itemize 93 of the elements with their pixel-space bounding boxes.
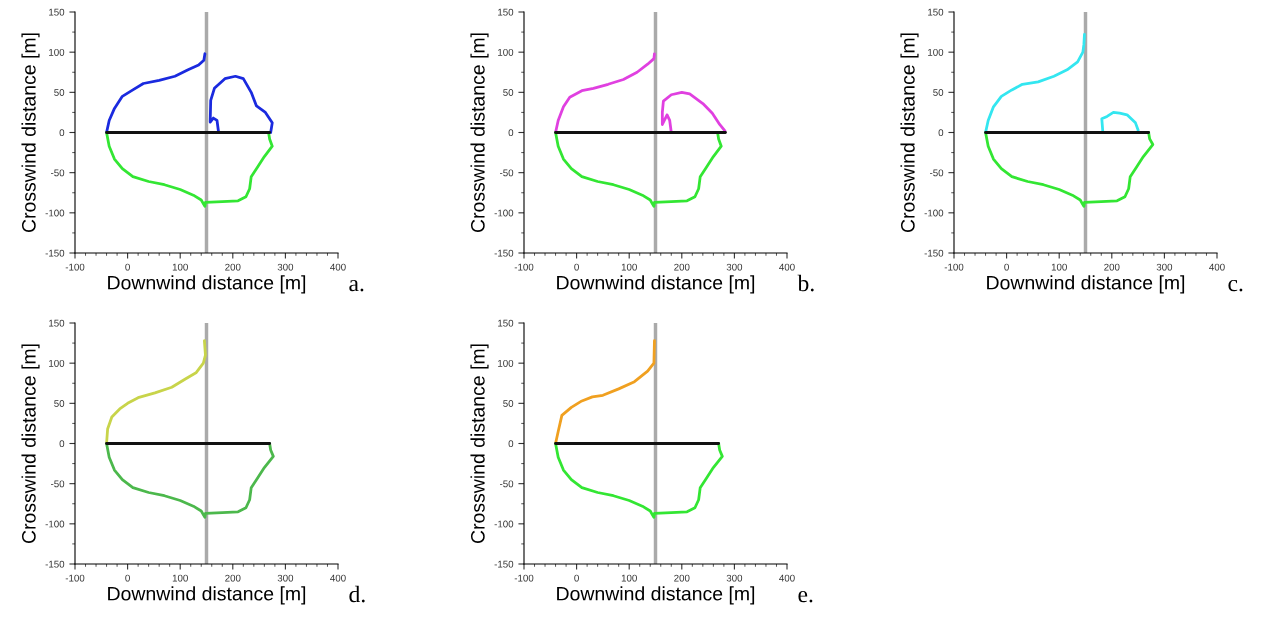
y-tick-label: 100 (49, 359, 65, 367)
x-tick-label: 400 (330, 263, 346, 271)
y-tick-label: -50 (499, 169, 514, 177)
y-tick-label: 50 (54, 400, 65, 407)
line-series (660, 90, 727, 134)
y-tick-label: 50 (503, 400, 514, 407)
y-tick-label: -150 (45, 249, 65, 257)
text: c. (1228, 279, 1243, 292)
line-series (554, 339, 656, 445)
y-tick-label: -100 (494, 520, 514, 528)
y-tick-label: 0 (59, 440, 65, 448)
x-tick-label: 300 (277, 574, 294, 582)
x-tick-label: 400 (779, 263, 795, 271)
y-axis-title: Crosswind distance [m] (900, 33, 919, 233)
line-series (554, 131, 723, 208)
y-tick-label: -100 (45, 520, 65, 528)
y-tick-label: -150 (45, 560, 65, 568)
x-axis-title: Downwind distance [m] (987, 275, 1185, 294)
y-tick-label: 50 (503, 89, 514, 96)
line-series (1100, 111, 1140, 134)
x-tick-label: 0 (125, 263, 130, 271)
text: e. (798, 590, 813, 603)
x-tick-label: 100 (621, 263, 637, 271)
y-axis-title: Crosswind distance [m] (21, 33, 40, 233)
x-tick-label: -100 (65, 263, 85, 271)
y-tick-label: -100 (45, 209, 65, 217)
y-tick-label: -50 (929, 169, 944, 177)
y-tick-label: -150 (924, 249, 944, 257)
line-series (984, 33, 1086, 134)
line-series (105, 131, 274, 208)
y-axis-title: Crosswind distance [m] (21, 344, 40, 544)
y-tick-label: 150 (49, 319, 65, 327)
y-tick-label: -100 (924, 209, 944, 217)
x-axis-title: Downwind distance [m] (108, 275, 306, 294)
y-axis-title: Crosswind distance [m] (470, 344, 489, 544)
x-tick-label: 100 (621, 574, 637, 582)
y-tick-label: 0 (938, 129, 944, 137)
y-tick-label: -50 (50, 169, 65, 177)
y-tick-label: 100 (498, 359, 514, 367)
x-tick-label: -100 (65, 574, 85, 582)
y-tick-label: -150 (494, 560, 514, 568)
x-tick-label: 300 (277, 263, 294, 271)
x-tick-label: 400 (330, 574, 346, 582)
y-tick-label: 0 (59, 129, 65, 137)
x-tick-label: -100 (514, 574, 534, 582)
y-tick-label: -50 (499, 480, 514, 488)
y-tick-label: 100 (928, 48, 944, 56)
text: b. (797, 274, 814, 292)
line-series (554, 52, 656, 134)
y-tick-label: 150 (928, 8, 944, 16)
y-tick-label: 50 (54, 89, 65, 96)
x-tick-label: 100 (1051, 263, 1067, 271)
y-tick-label: 50 (933, 89, 944, 96)
line-series (984, 131, 1155, 208)
line-series (208, 74, 274, 134)
y-tick-label: 150 (498, 8, 514, 16)
x-tick-label: 0 (1004, 263, 1009, 271)
x-tick-label: 100 (172, 263, 188, 271)
line-series (105, 339, 207, 445)
x-tick-label: 200 (225, 574, 241, 582)
y-axis-title: Crosswind distance [m] (470, 33, 489, 233)
line-series (554, 442, 724, 519)
x-tick-label: 100 (172, 574, 188, 582)
x-tick-label: 400 (1209, 263, 1225, 271)
x-tick-label: 200 (225, 263, 241, 271)
y-tick-label: 0 (508, 129, 514, 137)
line-series (105, 52, 207, 134)
x-tick-label: 0 (125, 574, 130, 582)
x-tick-label: -100 (944, 263, 964, 271)
y-tick-label: -150 (494, 249, 514, 257)
x-tick-label: 200 (1104, 263, 1120, 271)
line-series (105, 442, 275, 519)
x-tick-label: 200 (674, 263, 690, 271)
x-tick-label: -100 (514, 263, 534, 271)
x-tick-label: 400 (779, 574, 795, 582)
x-tick-label: 300 (1156, 263, 1173, 271)
x-tick-label: 300 (726, 263, 743, 271)
x-tick-label: 300 (726, 574, 743, 582)
y-tick-label: -100 (494, 209, 514, 217)
text: a. (349, 280, 364, 292)
x-tick-label: 0 (574, 263, 579, 271)
text: d. (349, 585, 365, 603)
x-tick-label: 0 (574, 574, 579, 582)
x-axis-title: Downwind distance [m] (557, 275, 755, 294)
y-tick-label: -50 (50, 480, 65, 488)
x-tick-label: 200 (674, 574, 690, 582)
y-tick-label: 100 (49, 48, 65, 56)
y-tick-label: 0 (508, 440, 514, 448)
x-axis-title: Downwind distance [m] (108, 586, 306, 605)
y-tick-label: 150 (498, 319, 514, 327)
y-tick-label: 100 (498, 48, 514, 56)
y-tick-label: 150 (49, 8, 65, 16)
x-axis-title: Downwind distance [m] (557, 586, 755, 605)
